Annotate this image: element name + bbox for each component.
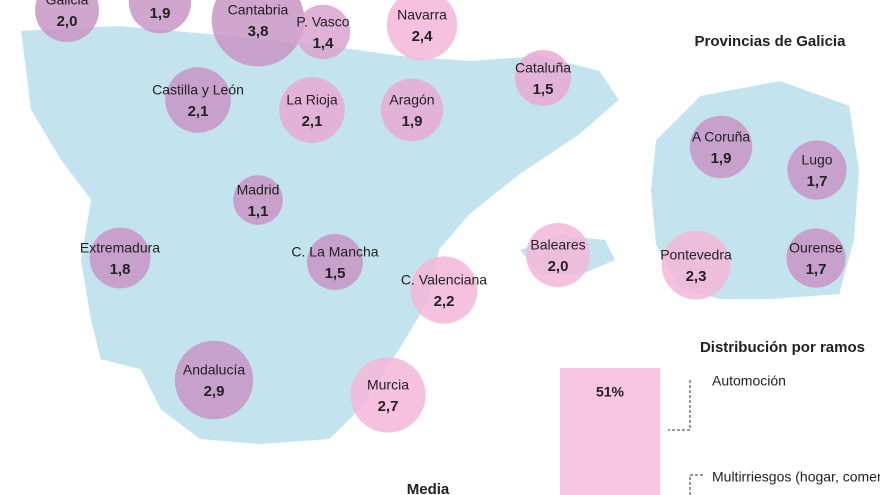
bubble [661, 230, 731, 300]
region-value: 1,8 [110, 261, 131, 278]
region-value: 1,5 [325, 265, 346, 282]
bubble [174, 340, 254, 420]
bubble [295, 4, 351, 60]
bubble [279, 77, 345, 143]
region-name: C. La Mancha [291, 244, 378, 260]
region-name: Lugo [801, 152, 832, 168]
region-name: Baleares [530, 237, 585, 253]
region-value: 1,9 [711, 150, 732, 167]
region-value: 2,0 [548, 258, 569, 275]
region-value: 1,4 [313, 35, 335, 52]
region-name: Madrid [237, 182, 280, 198]
region-value: 2,2 [434, 293, 455, 310]
region-value: 2,4 [412, 28, 434, 45]
region-value: 2,9 [204, 383, 225, 400]
bubble [410, 256, 478, 324]
region-name: C. Valenciana [401, 272, 487, 288]
bubble [526, 223, 590, 287]
bubble [515, 50, 571, 106]
region-value: 1,9 [402, 113, 423, 130]
region-name: P. Vasco [296, 14, 349, 30]
region-name: A Coruña [692, 129, 751, 145]
region-name: La Rioja [286, 92, 338, 108]
region-name: Cataluña [515, 60, 571, 76]
region-name: Aragón [389, 92, 434, 108]
region-value: 2,3 [686, 268, 707, 285]
region-name: Galicia [46, 0, 89, 8]
region-value: 2,1 [188, 103, 209, 120]
connector [689, 474, 705, 495]
bubble [380, 78, 444, 142]
bubble [386, 0, 458, 61]
distribution-label: 51% [596, 384, 625, 400]
bubble [307, 234, 363, 290]
region-value: 1,7 [806, 261, 827, 278]
region-name: Andalucía [183, 362, 245, 378]
bubble [233, 175, 283, 225]
region-name: Murcia [367, 377, 409, 393]
region-name: Ourense [789, 240, 843, 256]
region-value: 2,7 [378, 398, 399, 415]
distribution-title: Distribución por ramos [700, 339, 865, 356]
bubble [89, 227, 151, 289]
region-value: 1,9 [150, 5, 171, 22]
region-name: Castilla y León [152, 82, 244, 98]
footer: Media [407, 481, 450, 495]
bubble [350, 357, 426, 433]
bubble [165, 67, 231, 133]
region-name: Extremadura [80, 240, 160, 256]
bubble [689, 115, 753, 179]
region-name: Cantabria [228, 2, 289, 18]
region-name: Navarra [397, 7, 447, 23]
other-label: Multirriesgos (hogar, comercio, [712, 469, 880, 485]
connector [668, 380, 691, 431]
region-name: Pontevedra [660, 247, 732, 263]
region-value: 1,1 [248, 203, 269, 220]
bubble [787, 140, 847, 200]
region-value: 2,1 [302, 113, 323, 130]
category-label: Automoción [712, 373, 786, 389]
region-value: 1,7 [807, 173, 828, 190]
galicia-title: Provincias de Galicia [695, 33, 847, 50]
distribution-bar [560, 368, 660, 495]
bubble [35, 0, 99, 42]
region-value: 2,0 [57, 13, 78, 30]
bubble [786, 228, 846, 288]
region-value: 3,8 [248, 23, 269, 40]
bubble [128, 0, 192, 34]
region-value: 1,5 [533, 81, 554, 98]
bubble [211, 0, 305, 67]
